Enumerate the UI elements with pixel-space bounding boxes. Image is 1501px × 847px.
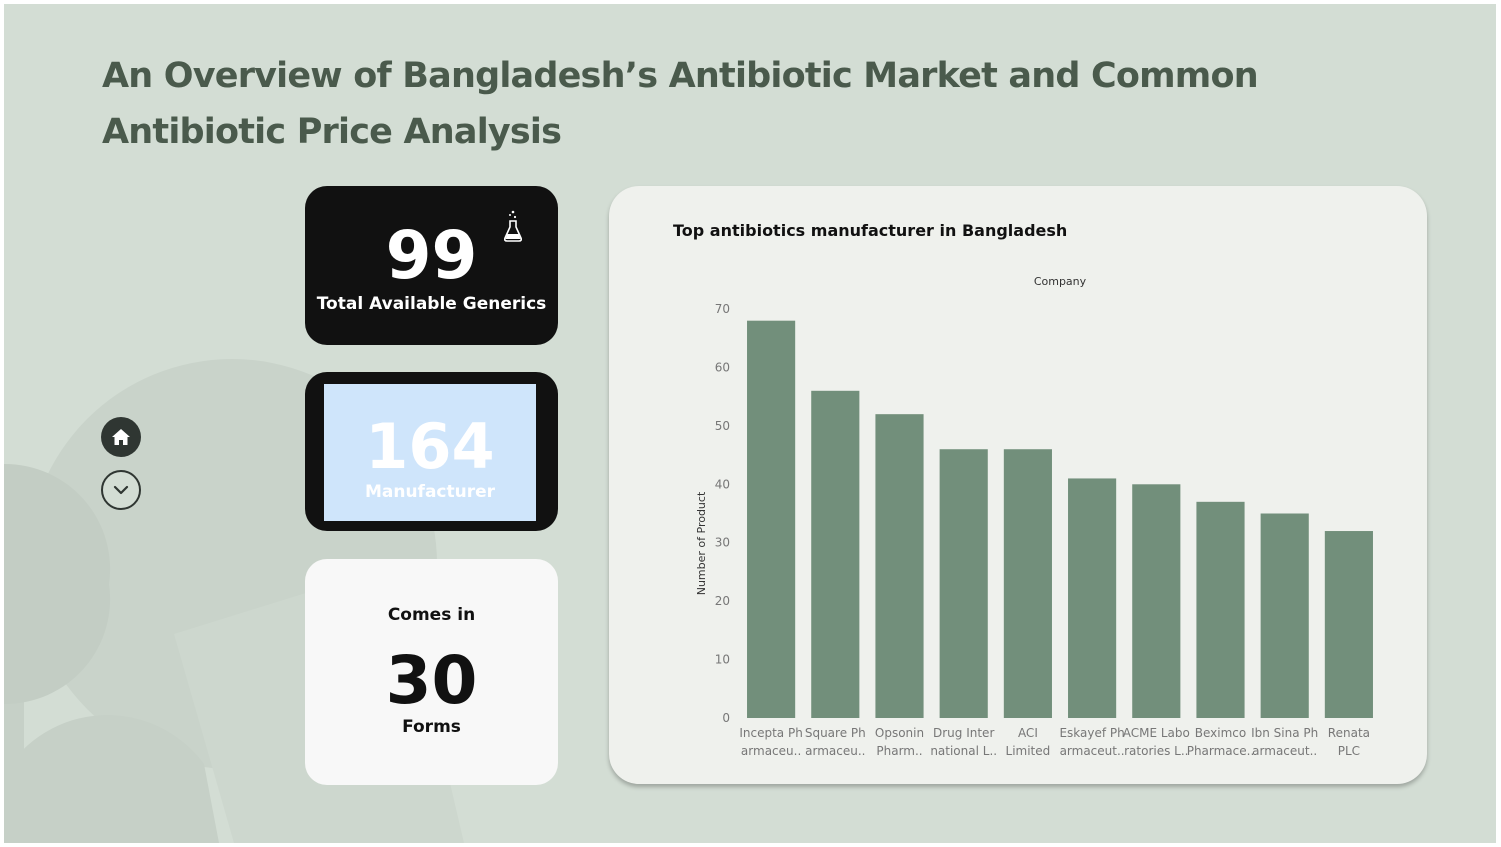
y-axis-label: Number of Product [695, 491, 708, 595]
scroll-down-button[interactable] [101, 470, 141, 510]
x-tick-label: armaceu.. [741, 744, 801, 758]
y-tick-label: 70 [715, 302, 730, 316]
forms-label: Forms [402, 717, 461, 737]
kpi-card-forms: Comes in 30 Forms [305, 559, 558, 785]
x-tick-label: Square Ph [805, 726, 866, 740]
bar[interactable] [1324, 531, 1373, 718]
x-tick-label: Limited [1006, 744, 1051, 758]
x-tick-label: Drug Inter [933, 726, 994, 740]
bar[interactable] [939, 449, 988, 718]
x-tick-label: Pharm.. [876, 744, 922, 758]
chart-card: Top antibiotics manufacturer in Banglade… [609, 186, 1427, 784]
manufacturer-label: Manufacturer [364, 482, 496, 502]
x-tick-label: PLC [1338, 744, 1360, 758]
x-tick-label: Opsonin [875, 726, 924, 740]
bar-chart: Company Number of Product 0 10 20 30 40 50 60 70 I… [695, 275, 1373, 758]
chevron-down-icon [113, 485, 129, 495]
forms-prefix: Comes in [387, 605, 476, 625]
manufacturer-panel: 164 Manufacturer [324, 384, 536, 521]
bar[interactable] [1003, 449, 1052, 718]
kpi-card-manufacturer: 164 Manufacturer [305, 372, 558, 531]
bar[interactable] [811, 390, 860, 718]
bar[interactable] [1196, 501, 1245, 718]
home-button[interactable] [101, 417, 141, 457]
generics-label: Total Available Generics [316, 294, 547, 314]
bar[interactable] [747, 320, 796, 718]
flask-icon [504, 210, 522, 242]
dashboard-canvas: An Overview of Bangladesh’s Antibiotic M… [4, 4, 1496, 843]
kpi-card-generics: 99 Total Available Generics [305, 186, 558, 345]
x-tick-label: ACI [1018, 726, 1038, 740]
x-tick-label: armaceu.. [805, 744, 865, 758]
bar[interactable] [1132, 484, 1181, 718]
x-tick-label: Pharmace.. [1187, 744, 1255, 758]
column-header-label: Company [1034, 275, 1087, 288]
x-tick-label: ACME Labo [1123, 726, 1190, 740]
x-tick-label: ratories L.. [1124, 744, 1188, 758]
bar[interactable] [1260, 513, 1309, 719]
x-tick-label: Incepta Ph [739, 726, 802, 740]
x-tick-label: Beximco [1195, 726, 1246, 740]
bar[interactable] [875, 414, 924, 718]
page-title: An Overview of Bangladesh’s Antibiotic M… [102, 56, 1259, 152]
x-tick-label: armaceut.. [1252, 744, 1317, 758]
x-tick-label: Eskayef Ph [1059, 726, 1124, 740]
home-icon [112, 429, 130, 445]
chart-title: Top antibiotics manufacturer in Banglade… [673, 221, 1068, 240]
bg-half-circle-shape [4, 463, 111, 705]
x-tick-label: national L.. [930, 744, 997, 758]
manufacturer-value: 164 [365, 410, 495, 483]
x-tick-label: Ibn Sina Ph [1251, 726, 1318, 740]
x-tick-label: Renata [1328, 726, 1370, 740]
generics-value: 99 [385, 217, 478, 294]
forms-value: 30 [385, 642, 478, 719]
y-tick-label: 0 [722, 711, 730, 725]
y-tick-label: 20 [715, 594, 730, 608]
bar[interactable] [1068, 478, 1117, 718]
y-tick-label: 40 [715, 477, 730, 491]
x-tick-label: armaceut.. [1060, 744, 1125, 758]
y-tick-label: 50 [715, 419, 730, 433]
y-tick-label: 30 [715, 536, 730, 550]
bg-arc-shape [4, 715, 219, 843]
y-tick-label: 60 [715, 360, 730, 374]
y-tick-label: 10 [715, 653, 730, 667]
